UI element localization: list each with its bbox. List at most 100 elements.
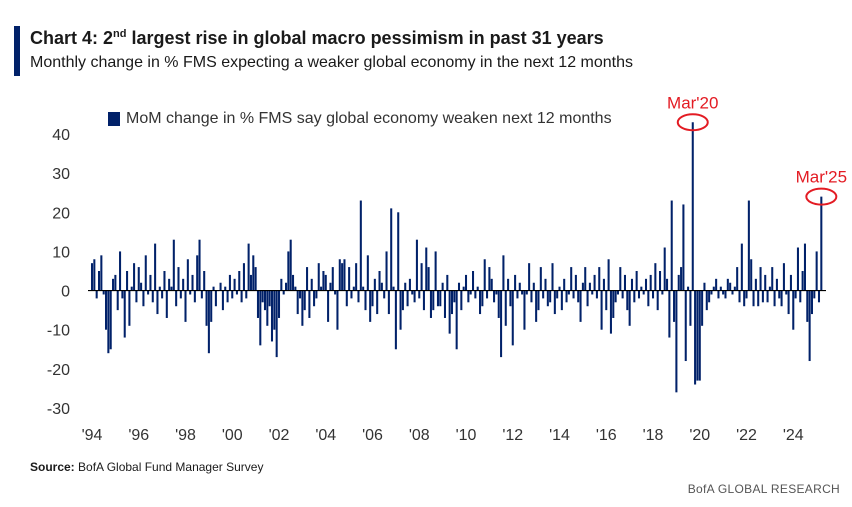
bar — [189, 290, 192, 295]
bar — [126, 271, 129, 291]
bar — [799, 290, 802, 303]
x-tick-label: '98 — [175, 427, 196, 444]
bar — [747, 200, 750, 291]
bar — [673, 290, 676, 322]
y-tick-label: 10 — [52, 244, 70, 261]
bar — [394, 290, 397, 350]
bar — [303, 290, 306, 311]
bar — [240, 290, 243, 303]
bar — [179, 290, 182, 299]
bar — [677, 274, 680, 291]
bar — [801, 271, 804, 291]
bar — [537, 290, 540, 311]
bar — [359, 200, 362, 291]
bar — [490, 278, 493, 291]
bar — [366, 255, 369, 291]
bar — [324, 274, 327, 291]
bar — [364, 290, 367, 311]
bar — [116, 290, 119, 311]
bar — [609, 290, 612, 334]
bar — [93, 259, 96, 291]
bar — [670, 200, 673, 291]
bar — [392, 286, 395, 291]
bar — [380, 282, 383, 291]
bar — [574, 274, 577, 291]
bar — [135, 290, 138, 303]
bar — [628, 290, 631, 326]
bar — [768, 286, 771, 291]
bar — [254, 267, 257, 291]
bar — [170, 286, 173, 291]
bar — [114, 274, 117, 291]
bar — [584, 267, 587, 291]
bar — [90, 263, 94, 291]
bar — [817, 290, 821, 303]
bar — [147, 290, 150, 295]
bar — [591, 290, 594, 295]
bar — [249, 274, 252, 291]
bar — [156, 290, 159, 315]
bar — [383, 290, 386, 299]
bar — [292, 274, 295, 291]
legend-label: MoM change in % FMS say global economy w… — [126, 110, 612, 127]
y-tick-label: 0 — [61, 284, 70, 301]
bar — [436, 290, 439, 307]
bar — [175, 290, 178, 307]
bar — [535, 290, 538, 322]
bar — [761, 290, 764, 303]
bar — [341, 263, 344, 291]
bar — [154, 243, 157, 291]
title-accent-bar — [14, 26, 20, 76]
bar — [453, 290, 456, 303]
bar — [128, 290, 131, 326]
annotation-label: Mar'25 — [796, 168, 847, 187]
bar — [738, 290, 741, 303]
bar — [759, 267, 762, 291]
bar — [689, 290, 692, 326]
bar — [443, 290, 446, 318]
bar — [422, 290, 425, 311]
bar — [710, 290, 713, 295]
x-tick-label: '08 — [409, 427, 430, 444]
source-note: Source: BofA Global Fund Manager Survey — [30, 460, 264, 474]
bar — [207, 290, 210, 354]
bar — [743, 290, 746, 307]
y-tick-label: 30 — [52, 166, 70, 183]
bar — [280, 278, 283, 291]
bar — [539, 267, 542, 291]
bar — [182, 278, 185, 291]
bar — [362, 286, 365, 291]
bar — [581, 282, 584, 291]
bar — [263, 290, 267, 311]
bar — [661, 290, 664, 295]
bar — [149, 274, 152, 291]
y-tick-label: 40 — [52, 127, 70, 144]
bar — [142, 290, 145, 307]
x-tick-label: '22 — [736, 427, 757, 444]
x-tick-label: '16 — [596, 427, 617, 444]
bar — [385, 251, 388, 291]
bar — [357, 290, 360, 303]
y-tick-label: -30 — [47, 401, 70, 418]
y-tick-label: -10 — [47, 323, 70, 340]
bar — [593, 274, 596, 291]
bar — [806, 290, 809, 322]
bar — [483, 259, 486, 291]
bar — [803, 243, 806, 291]
y-tick-label: 20 — [52, 205, 70, 222]
bar — [184, 290, 187, 322]
bar — [698, 290, 701, 381]
bar — [109, 290, 112, 350]
bar — [542, 290, 545, 299]
bar — [376, 290, 379, 315]
bar — [595, 290, 598, 299]
annotation-circle — [676, 113, 709, 132]
bar — [390, 208, 393, 291]
bar — [495, 290, 498, 295]
bar — [373, 278, 376, 291]
brand-label: BofA GLOBAL RESEARCH — [687, 482, 840, 496]
bar — [820, 196, 823, 291]
bar — [446, 274, 449, 291]
bar — [511, 290, 514, 346]
bar — [521, 290, 524, 295]
